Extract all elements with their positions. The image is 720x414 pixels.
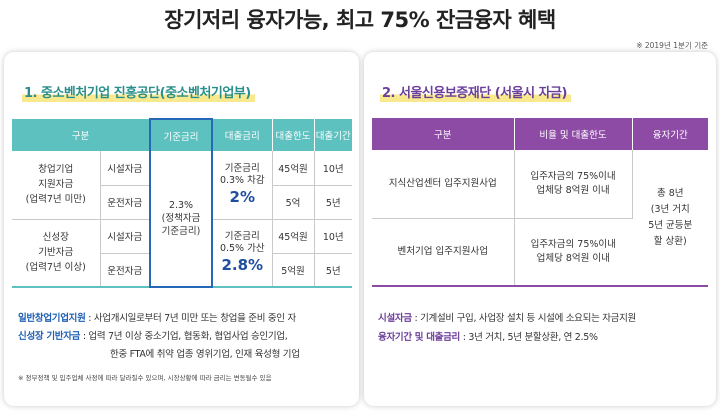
col-header-loan-period: 대출기간 — [314, 119, 353, 151]
seoul-credit-card: 2. 서울신용보증재단 (서울시 자금) 구분 비율 및 대출한도 융자기간 지… — [364, 52, 716, 406]
footnote-text: : 업력 7년 이상 중소기업, 협동화, 협업사업 승인기업, — [80, 331, 288, 342]
loan-rate-value: 2% — [229, 187, 255, 206]
table-row: 벤처기업 입주지원사업 입주자금의 75%이내 업체당 8억원 이내 — [372, 218, 708, 287]
loan-limit: 5억원 — [272, 253, 315, 288]
col-header-loan-limit: 대출한도 — [272, 119, 315, 151]
loan-limit: 5억 — [272, 185, 315, 220]
table-row: 신성장 기반자금 (업력7년 이상) 시설자금 기준금리 0.5% 가산 2.8… — [12, 219, 353, 288]
table-row: 운전자금 5억원 5년 — [12, 253, 353, 288]
footnote-key: 신성장 기반자금 — [18, 331, 81, 342]
footnote-key: 일반창업기업지원 — [18, 313, 86, 324]
sme-agency-card: 1. 중소벤처기업 진흥공단(중소벤처기업부) 구분 기준금리 대출금리 대출한… — [4, 52, 359, 406]
loan-period-cell: 총 8년 (3년 거치 5년 균등분 할 상환) — [632, 150, 708, 287]
loan-rate-startup: 기준금리 0.3% 차감 2% — [212, 151, 273, 220]
fund-type: 시설자금 — [100, 151, 151, 186]
footnote-text: : 3년 거치, 5년 분할상환, 연 2.5% — [459, 332, 598, 343]
col-header-ratio-limit: 비율 및 대출한도 — [514, 118, 633, 150]
group-name-growth: 신성장 기반자금 (업력7년 이상) — [12, 219, 101, 288]
loan-period: 10년 — [314, 151, 353, 186]
footnote-line: 일반창업기업지원 : 사업개시일로부터 7년 미만 또는 창업을 준비 중인 자 — [18, 310, 296, 324]
loan-period: 5년 — [314, 185, 353, 220]
sme-loan-table: 구분 기준금리 대출금리 대출한도 대출기간 창업기업 지원자금 (업력7년 미… — [12, 118, 353, 288]
col-header-category: 구분 — [372, 118, 515, 150]
base-rate-cell: 2.3% (정책자금 기준금리) — [149, 151, 214, 288]
footnote-text: : 사업개시일로부터 7년 미만 또는 창업을 준비 중인 자 — [85, 313, 296, 324]
section-title-seoul-credit: 2. 서울신용보증재단 (서울시 자금) — [380, 82, 571, 102]
loan-period: 5년 — [314, 253, 353, 288]
program-name: 지식산업센터 입주지원사업 — [372, 150, 515, 219]
section-title-sme-agency: 1. 중소벤처기업 진흥공단(중소벤처기업부) — [22, 82, 255, 102]
group-name-startup: 창업기업 지원자금 (업력7년 미만) — [12, 151, 101, 220]
program-name: 벤처기업 입주지원사업 — [372, 218, 515, 287]
footnote-line: 신성장 기반자금 : 업력 7년 이상 중소기업, 협동화, 협업사업 승인기업… — [18, 328, 288, 342]
col-header-loan-rate: 대출금리 — [212, 119, 273, 151]
ratio-limit: 입주자금의 75%이내 업체당 8억원 이내 — [514, 150, 633, 219]
date-note: ※ 2019년 1분기 기준 — [636, 41, 708, 50]
col-header-base-rate: 기준금리 — [149, 118, 214, 151]
footnote-key: 융자기간 및 대출금리 — [378, 332, 460, 343]
loan-rate-value: 2.8% — [221, 255, 264, 274]
footnote-text: : 기계설비 구입, 사업장 설치 등 시설에 소요되는 자금지원 — [411, 313, 636, 324]
page-title: 장기저리 융자가능, 최고 75% 잔금융자 혜택 — [164, 8, 556, 32]
fund-type: 운전자금 — [100, 253, 151, 288]
seoul-loan-table: 구분 비율 및 대출한도 융자기간 지식산업센터 입주지원사업 입주자금의 75… — [372, 118, 708, 287]
loan-limit: 45억원 — [272, 219, 315, 254]
col-header-loan-period: 융자기간 — [632, 118, 708, 150]
table-row: 운전자금 5억 5년 — [12, 185, 353, 220]
fund-type: 시설자금 — [100, 219, 151, 254]
table-row: 지식산업센터 입주지원사업 입주자금의 75%이내 업체당 8억원 이내 총 8… — [372, 150, 708, 287]
col-header-category: 구분 — [12, 119, 151, 151]
footnote-line: 한중 FTA에 취약 업종 영위기업, 인재 육성형 기업 — [110, 346, 300, 360]
footnote-text: 한중 FTA에 취약 업종 영위기업, 인재 육성형 기업 — [110, 349, 300, 360]
table-header-row: 구분 비율 및 대출한도 융자기간 — [372, 118, 708, 150]
footnote-line: 융자기간 및 대출금리 : 3년 거치, 5년 분할상환, 연 2.5% — [378, 329, 598, 343]
fund-type: 운전자금 — [100, 185, 151, 220]
ratio-limit: 입주자금의 75%이내 업체당 8억원 이내 — [514, 218, 632, 287]
loan-limit: 45억원 — [272, 151, 315, 186]
table-header-row: 구분 기준금리 대출금리 대출한도 대출기간 — [12, 118, 353, 151]
loan-rate-growth: 기준금리 0.5% 가산 2.8% — [212, 219, 273, 288]
disclaimer: ※ 정부정책 및 입주업체 사정에 따라 달라질수 있으며, 시장상황에 따라 … — [18, 374, 272, 382]
table-row: 창업기업 지원자금 (업력7년 미만) 시설자금 2.3% (정책자금 기준금리… — [12, 151, 353, 288]
loan-period: 10년 — [314, 219, 353, 254]
footnote-key: 시설자금 — [378, 313, 412, 324]
footnote-line: 시설자금 : 기계설비 구입, 사업장 설치 등 시설에 소요되는 자금지원 — [378, 310, 636, 324]
